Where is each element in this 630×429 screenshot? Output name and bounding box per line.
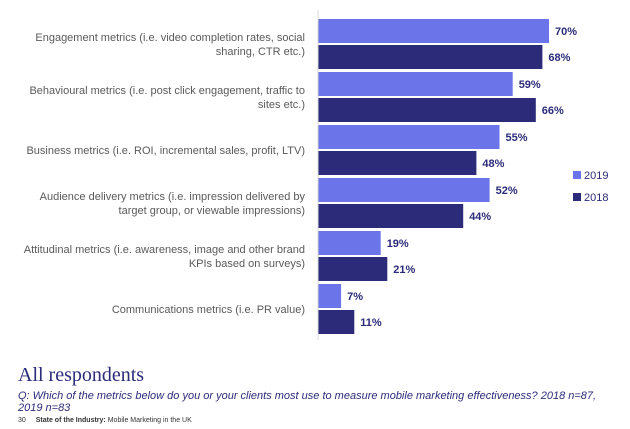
bar-2019: [318, 125, 500, 149]
value-label-2019: 7%: [347, 291, 363, 303]
category-label: Engagement metrics (i.e. video completio…: [35, 32, 305, 58]
bar-2018: [318, 257, 388, 281]
legend-swatch-2018: [573, 193, 581, 201]
bar-2019: [318, 284, 342, 308]
value-label-2018: 68%: [548, 52, 570, 64]
publication-title: State of the Industry:: [35, 417, 106, 424]
value-label-2018: 11%: [360, 317, 382, 329]
value-label-2019: 52%: [496, 185, 518, 197]
value-label-2019: 70%: [555, 26, 577, 38]
legend-label-2018: 2018: [584, 192, 608, 204]
publication-subtitle: Mobile Marketing in the UK: [107, 417, 192, 424]
legend-swatch-2019: [573, 171, 581, 179]
category-label: Audience delivery metrics (i.e. impressi…: [40, 191, 306, 217]
category-label: Communications metrics (i.e. PR value): [112, 304, 305, 316]
value-label-2018: 21%: [393, 264, 415, 276]
bar-2019: [318, 19, 549, 43]
value-label-2018: 66%: [542, 105, 564, 117]
category-labels: Engagement metrics (i.e. video completio…: [24, 32, 306, 316]
category-label: Behavioural metrics (i.e. post click eng…: [29, 85, 305, 111]
page-number: 30: [18, 417, 26, 424]
value-label-2018: 48%: [482, 158, 504, 170]
value-labels: 70% 68% 59% 66% 55% 48% 52% 44% 19% 21% 7% 11%: [347, 26, 577, 329]
legend-label-2019: 2019: [584, 170, 608, 182]
value-label-2018: 44%: [469, 211, 491, 223]
bar-2018: [318, 151, 477, 175]
bar-2019: [318, 231, 381, 255]
bars: [318, 19, 549, 334]
footer: 30 State of the Industry: Mobile Marketi…: [18, 417, 192, 424]
category-label: Attitudinal metrics (i.e. awareness, ima…: [24, 244, 305, 270]
value-label-2019: 59%: [519, 79, 541, 91]
subtitle: All respondents: [18, 364, 145, 386]
bar-2018: [318, 310, 355, 334]
category-label: Business metrics (i.e. ROI, incremental …: [26, 145, 305, 157]
bar-chart: Engagement metrics (i.e. video completio…: [24, 10, 608, 340]
bar-2018: [318, 98, 536, 122]
bar-2018: [318, 204, 464, 228]
survey-question: Q: Which of the metrics below do you or …: [18, 390, 597, 414]
bar-2019: [318, 178, 490, 202]
legend: 2019 2018: [573, 170, 608, 204]
value-label-2019: 55%: [506, 132, 528, 144]
bar-2018: [318, 45, 543, 69]
value-label-2019: 19%: [387, 238, 409, 250]
bar-2019: [318, 72, 513, 96]
